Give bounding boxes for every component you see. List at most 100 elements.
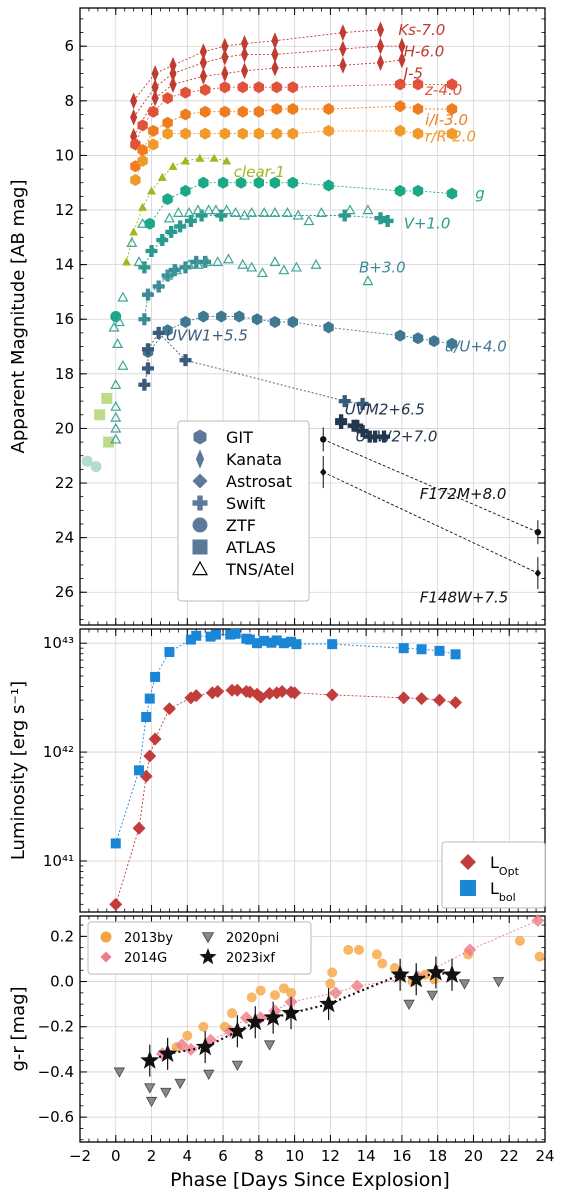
data-point (434, 645, 445, 656)
data-point (376, 54, 385, 72)
tns-point (292, 209, 304, 220)
data-point (168, 264, 181, 277)
data-point (339, 40, 347, 58)
data-point (271, 32, 279, 50)
series-label: Ks-7.0 (398, 21, 445, 39)
data-point (271, 103, 282, 115)
data-point (286, 987, 297, 998)
data-point (216, 310, 227, 323)
series-label: clear-1 (234, 163, 285, 181)
data-point (323, 124, 334, 137)
tns-point (183, 207, 195, 217)
data-point (377, 958, 388, 969)
data-point (356, 425, 369, 438)
y-tick-label: 26 (55, 583, 74, 601)
data-point (231, 1060, 244, 1071)
x-tick-label: 22 (500, 1147, 519, 1165)
data-point (323, 321, 334, 334)
data-point (147, 186, 157, 195)
data-point (198, 310, 209, 323)
data-point (169, 75, 177, 93)
legend-marker (195, 449, 205, 469)
data-point (329, 986, 343, 1000)
data-point (81, 455, 93, 467)
tns-point (112, 338, 124, 349)
data-point (253, 81, 264, 94)
y-tick-label: 10⁴¹ (43, 852, 74, 870)
tns-point (310, 258, 322, 269)
x-tick-label: 2 (147, 1147, 157, 1165)
data-point (217, 176, 229, 189)
data-point (398, 643, 409, 654)
data-point (263, 1040, 276, 1051)
data-point (205, 631, 216, 642)
data-point (354, 944, 364, 955)
series-label: F148W+7.5 (420, 589, 509, 607)
y-tick-label: 10⁴³ (43, 634, 74, 652)
tns-point (110, 411, 122, 422)
tns-point (162, 269, 174, 280)
data-point (339, 24, 347, 42)
y-tick-label: 0.2 (50, 927, 74, 945)
data-point (450, 649, 461, 660)
data-point (174, 1078, 186, 1090)
data-point (323, 179, 334, 192)
data-point (94, 409, 106, 421)
data-point (252, 638, 263, 649)
data-point (269, 176, 281, 189)
data-point (269, 990, 280, 1001)
data-point (287, 316, 298, 328)
data-point (162, 702, 176, 716)
data-point (253, 105, 264, 118)
series-label: J-5 (401, 65, 423, 83)
luminosity-panel: 10⁴¹ 10⁴² 10⁴³ Luminosity [erg s⁻¹] (8, 628, 546, 913)
data-point (271, 635, 282, 646)
legend-marker (193, 429, 207, 445)
data-point (320, 468, 327, 477)
legend-label: TNS/Atel (225, 560, 295, 579)
series-line (133, 45, 402, 118)
data-point (157, 172, 167, 181)
x-tick-label: 12 (321, 1147, 340, 1165)
data-point (251, 313, 263, 326)
data-point (240, 62, 249, 80)
tns-point (239, 209, 251, 220)
series-line (143, 261, 206, 320)
legend-label: 2023ixf (226, 951, 275, 966)
data-point (199, 67, 207, 85)
data-point (138, 313, 151, 326)
data-point (398, 37, 406, 55)
y-tick-label: 10⁴² (43, 743, 74, 761)
tns-point (171, 264, 183, 275)
data-point (148, 124, 159, 137)
data-point (144, 1083, 156, 1094)
y-tick-label: −0.6 (38, 1108, 74, 1126)
tns-point (269, 256, 281, 267)
data-point (161, 269, 174, 282)
series-line (126, 157, 227, 263)
y-tick-label: 18 (55, 365, 74, 383)
tns-point (303, 215, 315, 226)
data-point (446, 103, 458, 115)
tns-point (192, 258, 204, 269)
tns-point (133, 256, 145, 267)
series-label: UVW2+7.0 (355, 428, 437, 446)
tns-point (362, 204, 374, 215)
data-point (148, 105, 159, 118)
data-point (130, 174, 141, 186)
data-point (200, 105, 211, 118)
data-point (199, 54, 207, 72)
data-point (162, 92, 173, 105)
data-point (245, 1012, 265, 1031)
series-label: UVM2+6.5 (345, 400, 425, 418)
data-point (189, 689, 203, 703)
data-point (199, 43, 207, 61)
data-point (230, 683, 244, 697)
data-point (199, 255, 212, 268)
magnitude-panel: 6 8 10 12 14 16 18 20 22 24 26 Apparent Magnitude [… (8, 7, 546, 626)
series-label: i/I-3.0 (425, 111, 468, 129)
data-point (240, 45, 249, 63)
series-label: F172M+8.0 (420, 485, 507, 503)
data-point (327, 967, 338, 978)
